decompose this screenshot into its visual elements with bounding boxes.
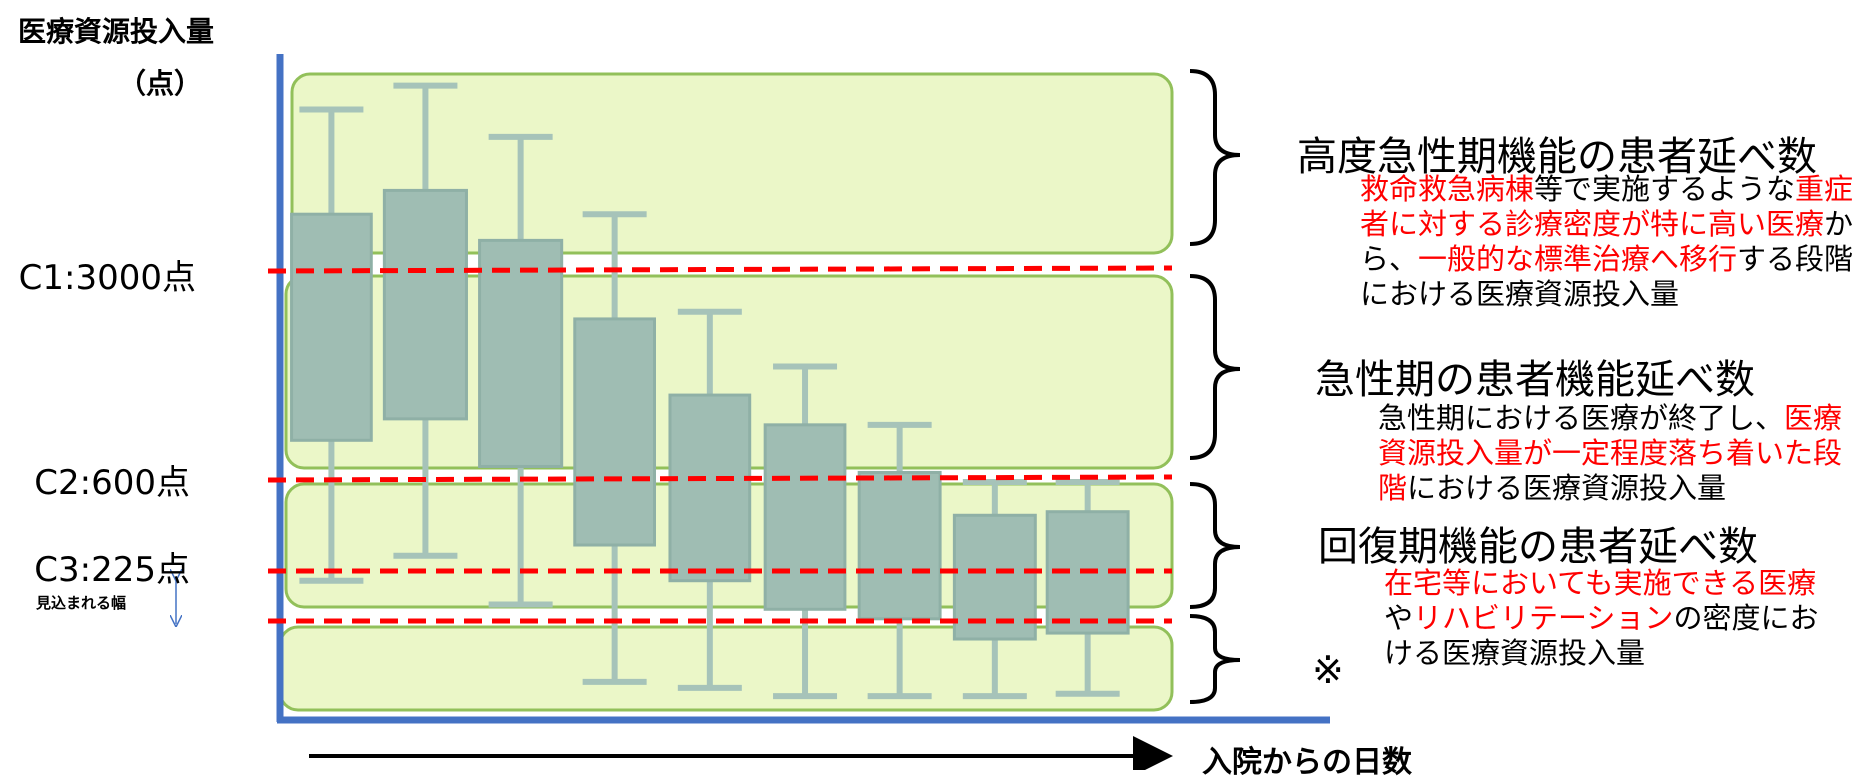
- section-title: 高度急性期機能の患者延べ数: [1297, 134, 1817, 180]
- threshold-label: C3:225点: [34, 550, 190, 590]
- threshold-label: C2:600点: [34, 463, 190, 503]
- section-title: 回復期機能の患者延べ数: [1318, 524, 1758, 570]
- highlighted-text: 救命救急病棟: [1360, 172, 1535, 206]
- threshold-label: C1:3000点: [18, 258, 196, 298]
- description-text: や: [1384, 601, 1414, 635]
- zone-box: [290, 72, 1174, 255]
- brace: [1189, 482, 1241, 609]
- section-description: 在宅等においても実施できる医療やリハビリテーションの密度における医療資源投入量: [1384, 566, 1825, 671]
- box: [478, 238, 564, 468]
- box: [763, 423, 847, 611]
- description-text: における医療資源投入量: [1407, 471, 1727, 505]
- x-axis-title: 入院からの日数: [1202, 745, 1412, 780]
- highlighted-text: 重症者に対する診療密度が特に高い医療: [1360, 172, 1854, 241]
- threshold-lines: [267, 265, 1173, 624]
- description-text: する段階における医療資源投入量: [1360, 242, 1854, 311]
- highlighted-text: 一般的な標準治療へ移行: [1418, 242, 1738, 276]
- braces: [1189, 69, 1241, 704]
- box-plots: [290, 82, 1130, 700]
- zone-box: [278, 625, 1174, 712]
- box: [290, 212, 373, 442]
- box: [952, 513, 1037, 641]
- highlighted-text: 医療資源投入量が一定程度落ち着いた段階: [1378, 401, 1843, 505]
- threshold-line: [267, 265, 1173, 274]
- box: [668, 393, 752, 583]
- threshold-line: [267, 474, 1173, 483]
- section-title: 急性期の患者機能延べ数: [1315, 357, 1755, 403]
- section-description: 急性期における医療が終了し、医療資源投入量が一定程度落ち着いた段階における医療資…: [1378, 401, 1848, 506]
- description-text: の密度における医療資源投入量: [1384, 601, 1819, 670]
- footnote-marker: ※: [1312, 648, 1344, 692]
- box: [573, 317, 657, 547]
- y-axis-unit: （点）: [118, 67, 203, 100]
- highlighted-text: 在宅等においても実施できる医療: [1384, 566, 1817, 600]
- brace: [1189, 69, 1241, 246]
- threshold-note: 見込まれる幅: [36, 594, 127, 612]
- description-text: 等で実施するような: [1534, 172, 1796, 206]
- section-description: 救命救急病棟等で実施するような重症者に対する診療密度が特に高い医療から、一般的な…: [1360, 172, 1859, 312]
- description-text: 急性期における医療が終了し、: [1378, 401, 1785, 435]
- brace: [1189, 614, 1241, 704]
- y-axis-title: 医療資源投入量: [18, 15, 215, 48]
- box: [857, 470, 942, 621]
- box: [382, 188, 468, 421]
- highlighted-text: リハビリテーション: [1413, 601, 1674, 635]
- brace: [1189, 274, 1241, 460]
- description-text: から、: [1360, 207, 1854, 276]
